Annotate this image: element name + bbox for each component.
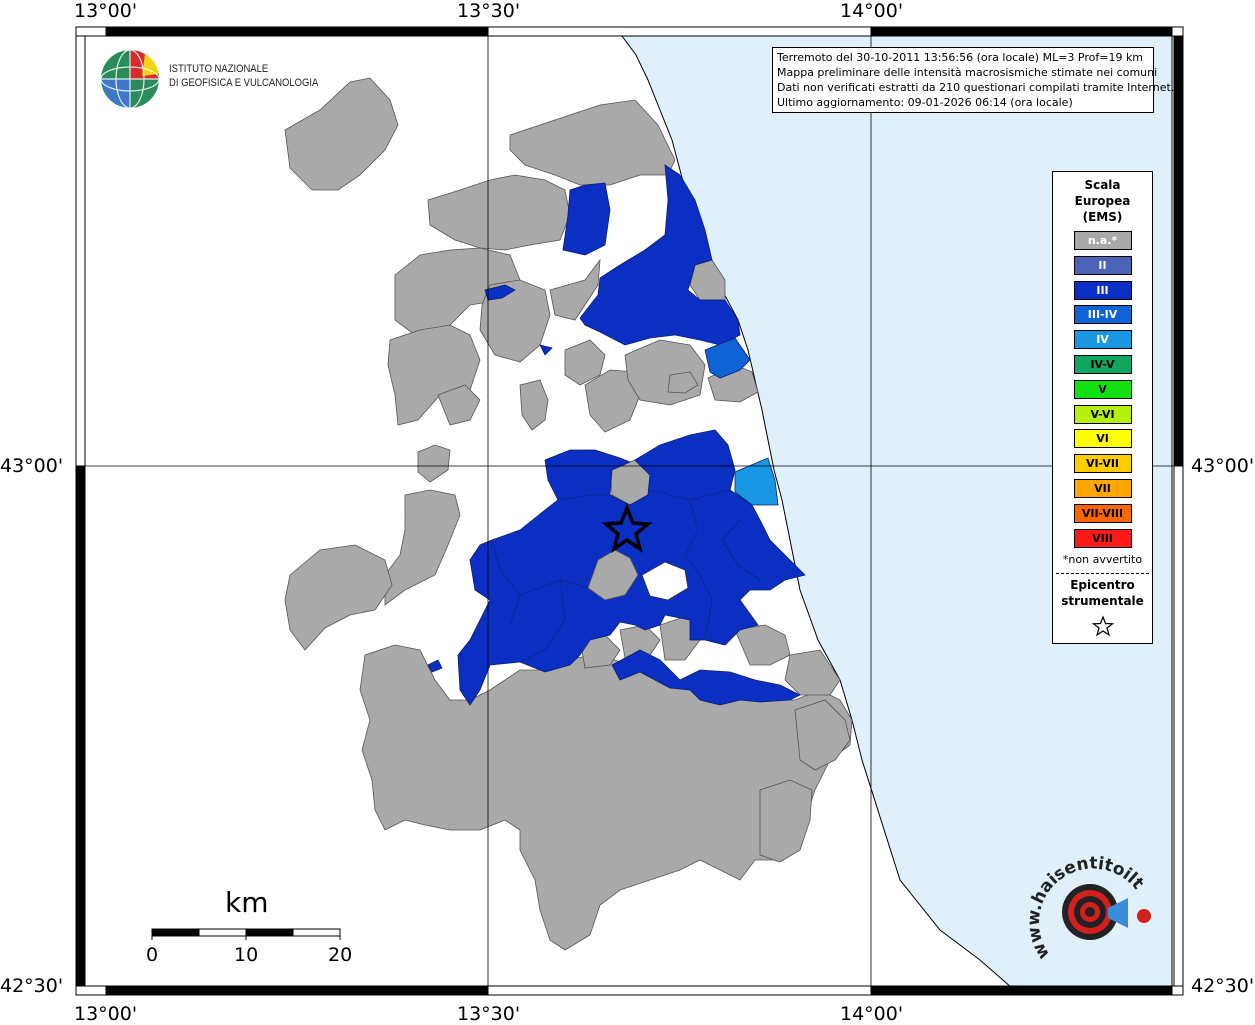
epicenter-star-icon	[601, 503, 653, 554]
ingv-line-2: DI GEOFISICA E VULCANOLOGIA	[169, 77, 319, 89]
municipalities-intensity-III	[427, 164, 806, 706]
coord-right-4230: 42°30'	[1191, 975, 1255, 997]
legend-swatch: III-IV	[1073, 305, 1132, 325]
ems-legend: Scala Europea (EMS) n.a.* II III III-IV IV IV…	[1052, 171, 1153, 644]
legend-title: Scala Europea (EMS)	[1074, 178, 1131, 224]
coord-right-4300: 43°00'	[1191, 455, 1255, 477]
info-line-2: Mappa preliminare delle intensità macros…	[777, 66, 1158, 79]
legend-swatch: VII-VIII	[1073, 503, 1132, 523]
event-info-box: Terremoto del 30-10-2011 13:56:56 (ora l…	[772, 47, 1175, 113]
legend-swatch: II	[1073, 255, 1132, 275]
coord-left-4300: 43°00'	[0, 455, 64, 477]
coord-bottom-1400: 14°00'	[840, 1003, 904, 1025]
legend-swatch: V	[1073, 379, 1132, 399]
haisentito-logo: www.haisentitoilterremoto.it	[1028, 850, 1151, 963]
info-line-3: Dati non verificati estratti da 210 ques…	[777, 81, 1175, 94]
legend-swatch: VIII	[1073, 528, 1132, 548]
legend-note: *non avvertito	[1062, 553, 1143, 567]
legend-items: n.a.* II III III-IV IV IV-V V V-VI VI VI-VII VII VI…	[1053, 231, 1152, 548]
municipality-intensity-III-IV	[704, 337, 751, 379]
adriatic-sea	[621, 35, 1173, 989]
ingv-logo-text: ISTITUTO NAZIONALE DI GEOFISICA E VULCAN…	[169, 62, 318, 90]
legend-star-icon	[1091, 615, 1114, 637]
scale-bar	[151, 928, 341, 940]
coord-bottom-1330: 13°30'	[457, 1003, 521, 1025]
coord-top-1330: 13°30'	[457, 0, 521, 22]
legend-divider	[1056, 573, 1149, 575]
legend-swatch: III	[1073, 280, 1132, 300]
coord-top-1300: 13°00'	[74, 0, 138, 22]
coord-top-1400: 14°00'	[840, 0, 904, 22]
legend-swatch: n.a.*	[1073, 231, 1132, 250]
legend-swatch: V-VI	[1073, 404, 1132, 424]
coord-bottom-1300: 13°00'	[74, 1003, 138, 1025]
scale-tick-20: 20	[328, 944, 353, 966]
scale-unit: km	[225, 886, 269, 919]
municipality-intensity-IV	[734, 457, 779, 506]
legend-swatch: IV-V	[1073, 354, 1132, 374]
ingv-globe-icon	[100, 49, 160, 109]
municipalities-not-felt	[284, 77, 853, 951]
legend-swatch: VII	[1073, 478, 1132, 498]
scale-tick-0: 0	[146, 944, 159, 966]
legend-swatch: VI	[1073, 429, 1132, 449]
legend-swatch: IV	[1073, 330, 1132, 350]
ingv-line-1: ISTITUTO NAZIONALE	[169, 63, 269, 75]
legend-swatch: VI-VII	[1073, 454, 1132, 474]
info-line-1: Terremoto del 30-10-2011 13:56:56 (ora l…	[777, 51, 1144, 64]
legend-epicenter-label: Epicentro strumentale	[1061, 578, 1144, 609]
coord-left-4230: 42°30'	[0, 975, 64, 997]
info-line-4: Ultimo aggiornamento: 09-01-2026 06:14 (…	[777, 96, 1073, 109]
scale-tick-10: 10	[234, 944, 259, 966]
